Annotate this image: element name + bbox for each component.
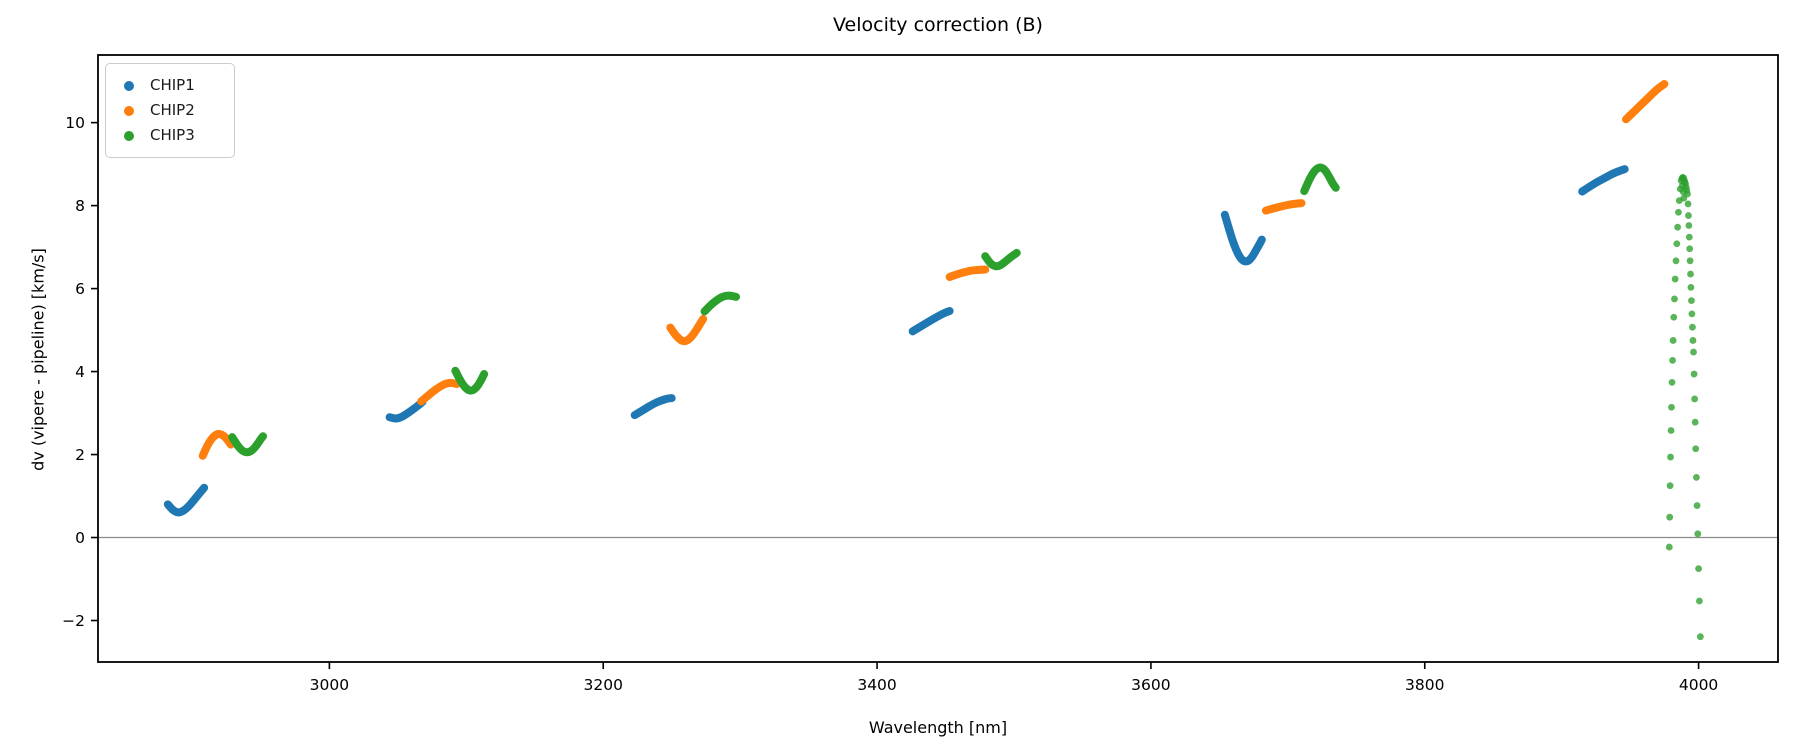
- series-segment-chip1: [908, 306, 954, 336]
- series-dot-chip3: [1695, 565, 1702, 573]
- x-tick-label: 3200: [583, 676, 623, 694]
- series-dot-chip3: [1689, 337, 1697, 344]
- x-tick-label: 4000: [1678, 676, 1719, 694]
- series-dot-chip3: [1687, 270, 1694, 278]
- series-segment-chip3: [700, 291, 741, 316]
- series-dot-chip3: [1685, 233, 1693, 241]
- series-segment-chip3: [228, 432, 267, 457]
- legend-label-chip2: CHIP2: [150, 101, 195, 119]
- series-segment-chip2: [945, 265, 990, 281]
- series-dot-chip3: [1668, 403, 1675, 411]
- chip1-marker-icon: [124, 80, 134, 91]
- chip2-marker-icon: [124, 105, 134, 116]
- series-dot-chip3: [1672, 257, 1680, 265]
- series-segment-chip2: [417, 378, 461, 406]
- series-dot-chip3: [1685, 222, 1693, 229]
- series-dot-chip3: [1684, 190, 1691, 198]
- series-segment-chip3: [451, 366, 489, 395]
- x-tick-label: 3000: [309, 676, 350, 694]
- y-tick-label: 0: [75, 528, 85, 547]
- series-dot-chip3: [1693, 502, 1701, 509]
- legend: CHIP1 CHIP2 CHIP3: [105, 63, 235, 158]
- legend-label-chip1: CHIP1: [150, 76, 195, 94]
- y-tick-label: 4: [75, 362, 85, 381]
- series-dot-chip3: [1690, 348, 1697, 356]
- x-tick-label: 3600: [1131, 676, 1171, 694]
- y-tick-label: 10: [65, 113, 85, 132]
- series-dot-chip3: [1673, 240, 1681, 248]
- legend-item-chip2: CHIP2: [118, 98, 224, 123]
- series-segment-chip1: [163, 483, 209, 517]
- series-segment-chip1: [630, 394, 676, 420]
- y-tick-label: 6: [75, 279, 85, 298]
- series-dot-chip3: [1675, 208, 1682, 216]
- series-segment-chip2: [1261, 199, 1306, 215]
- series-dot-chip3: [1665, 543, 1673, 551]
- series-segment-chip3: [1300, 163, 1340, 196]
- legend-label-chip3: CHIP3: [150, 126, 195, 144]
- y-tick-label: 2: [75, 445, 85, 464]
- series-dot-chip3: [1686, 245, 1694, 253]
- series-dot-chip3: [1686, 257, 1694, 265]
- chip3-marker-icon: [124, 130, 134, 141]
- y-tick-label: 8: [75, 196, 85, 215]
- series-dot-chip3: [1691, 395, 1699, 403]
- series-dot-chip3: [1667, 453, 1674, 461]
- y-axis-label: dv (vipere - pipeline) [km/s]: [28, 248, 48, 471]
- series-dot-chip3: [1692, 473, 1700, 481]
- series-dot-chip3: [1670, 313, 1678, 321]
- series-dot-chip3: [1696, 597, 1703, 605]
- series-dot-chip3: [1668, 378, 1676, 386]
- series-dot-chip3: [1671, 275, 1679, 283]
- axes-box: [97, 54, 1779, 663]
- series-dot-chip3: [1694, 530, 1702, 538]
- series-dot-chip3: [1691, 418, 1699, 426]
- x-tick-label: 3400: [857, 676, 897, 694]
- series-dot-chip3: [1690, 370, 1698, 378]
- series-dot-chip3: [1667, 427, 1675, 434]
- series-segment-chip1: [1220, 210, 1266, 266]
- series-dot-chip3: [1692, 445, 1700, 453]
- series-dot-chip3: [1666, 513, 1674, 521]
- series-segment-chip3: [981, 248, 1021, 271]
- series-dot-chip3: [1669, 356, 1676, 364]
- chart-title: Velocity correction (B): [833, 14, 1043, 36]
- series-segment-chip2: [198, 429, 235, 460]
- series-dot-chip3: [1674, 223, 1682, 231]
- series-dot-chip3: [1671, 295, 1678, 303]
- series-dot-chip3: [1687, 283, 1695, 291]
- x-axis-label: Wavelength [nm]: [868, 718, 1008, 737]
- series-dot-chip3: [1688, 310, 1696, 318]
- series-dot-chip3: [1685, 212, 1692, 219]
- series-segment-chip2: [666, 314, 708, 346]
- series-dot-chip3: [1684, 200, 1692, 208]
- series-segment-chip2: [1622, 80, 1669, 124]
- legend-item-chip1: CHIP1: [118, 73, 224, 98]
- series-segment-chip1: [1578, 165, 1629, 196]
- series-dot-chip3: [1689, 323, 1696, 331]
- series-dot-chip3: [1666, 482, 1674, 490]
- x-tick-label: 3800: [1405, 676, 1445, 694]
- series-dot-chip3: [1696, 633, 1704, 641]
- series-segment-chip1: [385, 397, 427, 423]
- series-dot-chip3: [1669, 337, 1677, 344]
- legend-item-chip3: CHIP3: [118, 123, 224, 148]
- y-tick-label: −2: [62, 611, 85, 630]
- series-dot-chip3: [1688, 297, 1695, 305]
